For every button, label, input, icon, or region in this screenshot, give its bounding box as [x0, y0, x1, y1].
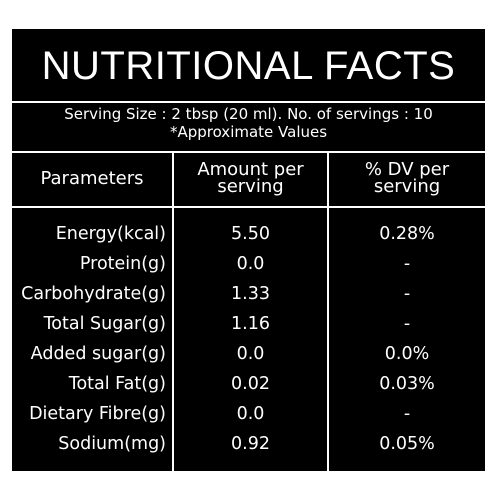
table-row: Protein(g) 0.0 -: [12, 249, 485, 279]
cell-amount: 0.92: [231, 434, 270, 454]
cell-parameter: Total Fat(g): [68, 374, 166, 394]
cell-amount: 0.0: [236, 254, 265, 274]
table-row: Carbohydrate(g) 1.33 -: [12, 279, 485, 309]
table-row: Sodium(mg) 0.92 0.05%: [12, 429, 485, 459]
cell-dv: 0.0%: [384, 344, 430, 364]
table-row: Added sugar(g) 0.0 0.0%: [12, 339, 485, 369]
nutrient-table-body: Energy(kcal) 5.50 0.28% Protein(g) 0.0 -…: [12, 219, 485, 459]
cell-dv: 0.05%: [379, 434, 435, 454]
cell-parameter: Sodium(mg): [58, 434, 166, 454]
cell-parameter: Protein(g): [79, 254, 166, 274]
cell-dv: -: [403, 284, 411, 304]
nutrition-facts-panel: NUTRITIONAL FACTS Serving Size : 2 tbsp …: [10, 27, 487, 473]
cell-parameter: Energy(kcal): [55, 224, 166, 244]
header-amount: Amount per serving: [174, 156, 327, 200]
cell-amount: 5.50: [231, 224, 270, 244]
cell-amount: 0.0: [236, 344, 265, 364]
column-divider-2: [327, 151, 329, 471]
serving-divider: [12, 151, 485, 153]
table-row: Total Sugar(g) 1.16 -: [12, 309, 485, 339]
serving-info: Serving Size : 2 tbsp (20 ml). No. of se…: [12, 105, 485, 141]
cell-dv: -: [403, 404, 411, 424]
cell-amount: 1.33: [231, 284, 270, 304]
header-dv: % DV per serving: [329, 156, 485, 200]
table-row: Total Fat(g) 0.02 0.03%: [12, 369, 485, 399]
cell-parameter: Total Sugar(g): [43, 314, 166, 334]
column-divider-1: [172, 151, 174, 471]
header-parameters-label: Parameters: [40, 167, 144, 189]
header-divider: [12, 206, 485, 208]
title-divider: [12, 101, 485, 103]
cell-dv: -: [403, 314, 411, 334]
cell-dv: 0.28%: [379, 224, 435, 244]
header-parameters: Parameters: [12, 156, 172, 200]
cell-parameter: Added sugar(g): [30, 344, 166, 364]
cell-parameter: Dietary Fibre(g): [29, 404, 166, 424]
header-dv-line2: serving: [373, 176, 441, 197]
header-amount-line1: Amount per: [197, 159, 304, 180]
cell-amount: 0.02: [231, 374, 270, 394]
header-amount-line2: serving: [217, 176, 284, 197]
approximate-values-note: *Approximate Values: [169, 123, 328, 141]
cell-amount: 1.16: [231, 314, 270, 334]
table-row: Dietary Fibre(g) 0.0 -: [12, 399, 485, 429]
cell-dv: -: [403, 254, 411, 274]
page-title: NUTRITIONAL FACTS: [41, 44, 456, 88]
serving-size-text: Serving Size : 2 tbsp (20 ml). No. of se…: [64, 105, 433, 123]
header-dv-line1: % DV per: [364, 159, 450, 180]
cell-dv: 0.03%: [379, 374, 435, 394]
cell-amount: 0.0: [236, 404, 265, 424]
cell-parameter: Carbohydrate(g): [21, 284, 166, 304]
table-row: Energy(kcal) 5.50 0.28%: [12, 219, 485, 249]
